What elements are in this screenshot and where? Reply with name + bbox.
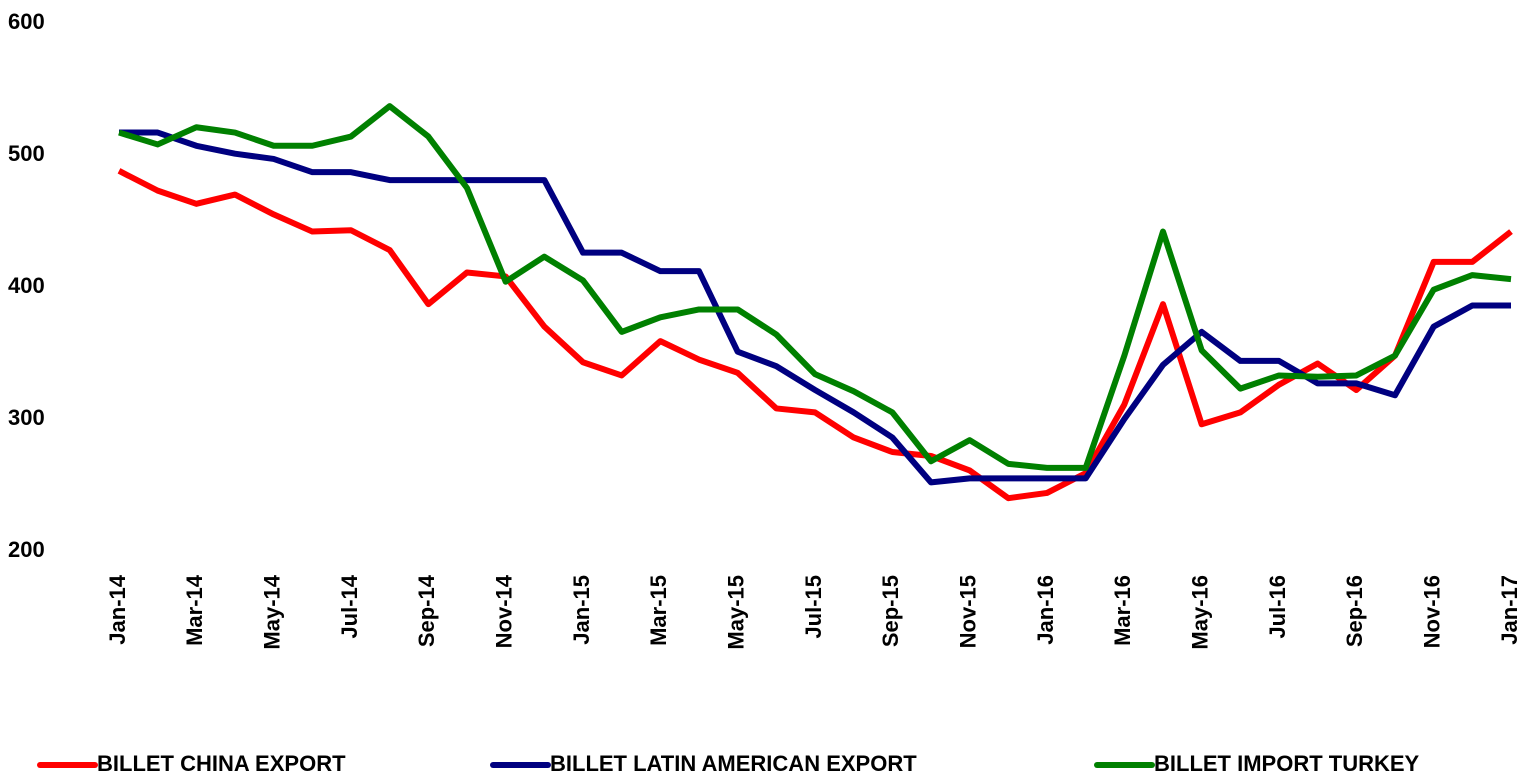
series-line	[119, 129, 1511, 486]
x-tick-label: May-16	[1187, 575, 1212, 650]
x-tick-label: Mar-15	[646, 575, 671, 646]
x-tick-label: Jul-14	[337, 574, 362, 638]
legend-label: BILLET IMPORT TURKEY	[1154, 751, 1420, 776]
y-tick-label: 400	[8, 273, 45, 298]
y-tick-label: 200	[8, 537, 45, 562]
x-tick-label: Sep-15	[878, 575, 903, 647]
x-tick-label: Nov-14	[491, 574, 516, 648]
y-tick-label: 300	[8, 405, 45, 430]
x-tick-label: May-15	[723, 575, 748, 650]
legend-label: BILLET LATIN AMERICAN EXPORT	[550, 751, 917, 776]
x-tick-label: Jan-14	[105, 574, 130, 644]
legend-label: BILLET CHINA EXPORT	[97, 751, 346, 776]
x-tick-label: Jul-15	[801, 575, 826, 639]
x-tick-label: Nov-16	[1419, 575, 1444, 648]
x-tick-label: May-14	[259, 574, 284, 649]
series-line	[118, 103, 1512, 471]
series-line	[117, 168, 1513, 502]
x-tick-label: Sep-14	[414, 574, 439, 647]
y-tick-label: 600	[8, 9, 45, 34]
x-tick-label: Jan-15	[569, 575, 594, 645]
x-tick-label: Nov-15	[955, 575, 980, 648]
y-tick-label: 500	[8, 141, 45, 166]
x-tick-label: Mar-14	[182, 574, 207, 646]
x-tick-label: Sep-16	[1342, 575, 1367, 647]
x-tick-label: Jul-16	[1265, 575, 1290, 639]
x-tick-label: Jan-16	[1033, 575, 1058, 645]
x-tick-label: Mar-16	[1110, 575, 1135, 646]
x-tick-label: Jan-17	[1497, 575, 1522, 645]
